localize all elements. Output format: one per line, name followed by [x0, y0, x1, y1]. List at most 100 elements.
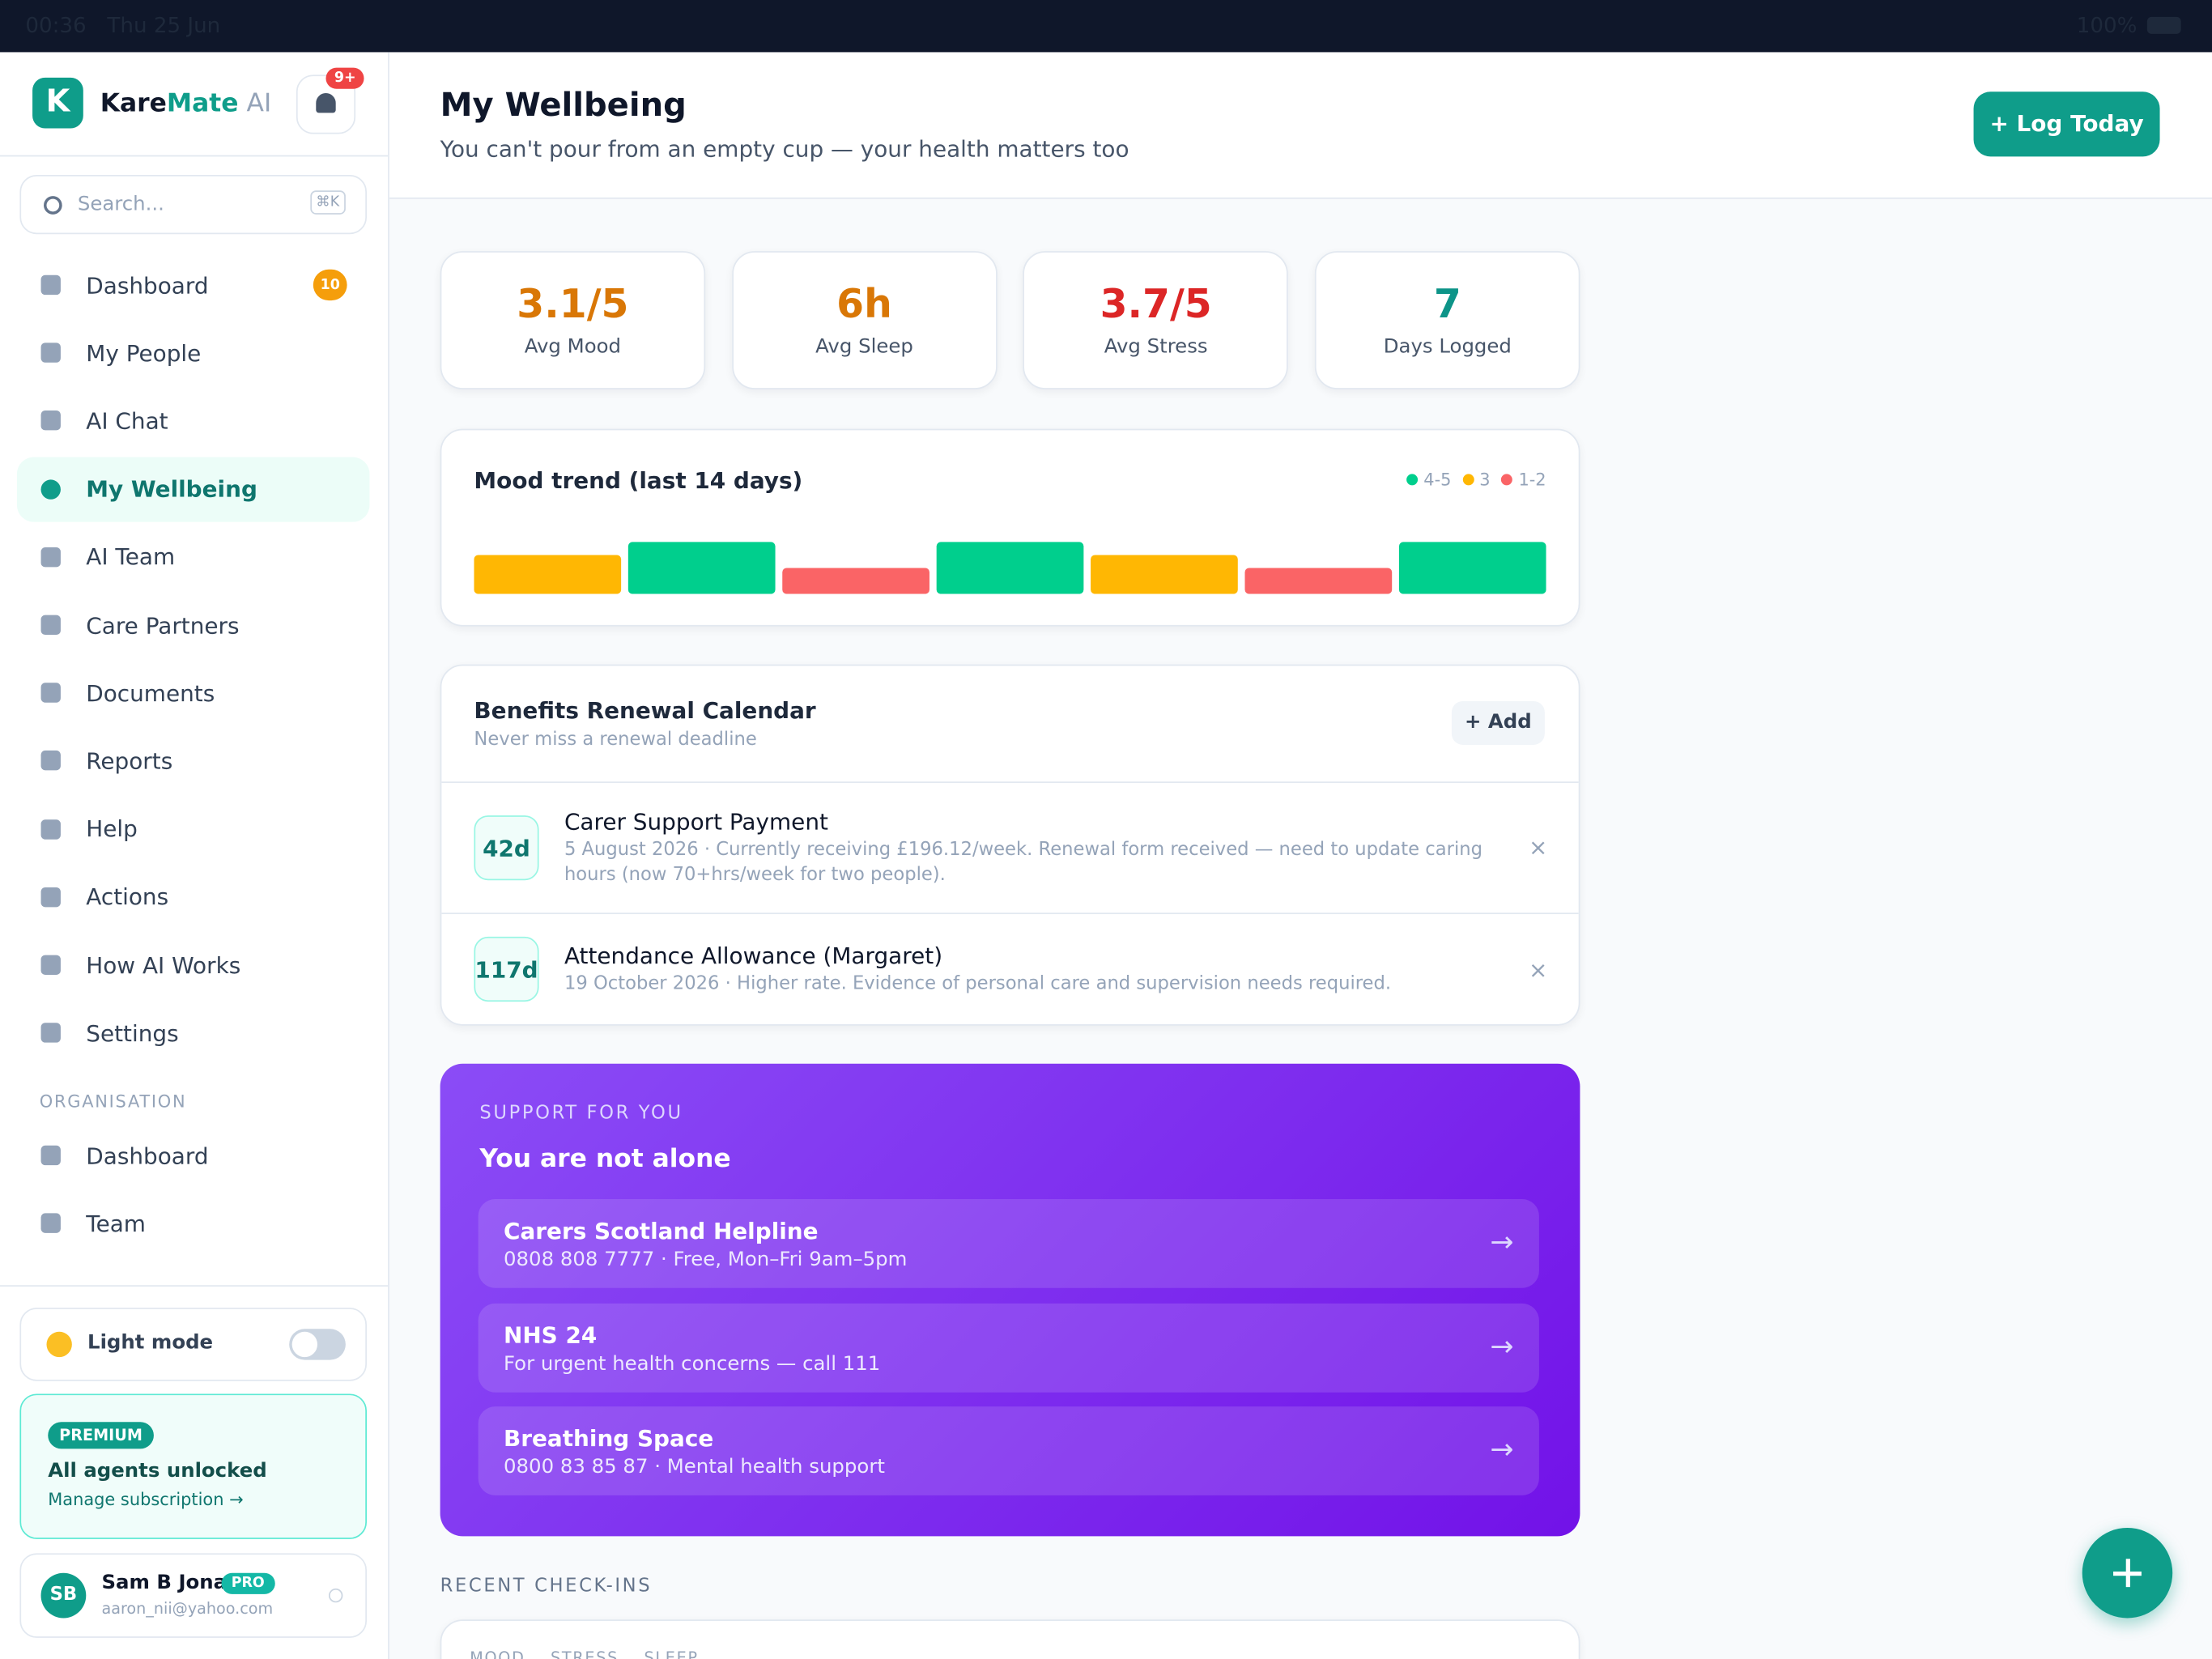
dismiss[interactable]: ×	[1528, 956, 1548, 984]
add-button[interactable]: + Add	[1451, 700, 1545, 745]
nav-item[interactable]: AI Team	[17, 525, 370, 589]
logo[interactable]: K	[32, 77, 83, 129]
bell-icon	[316, 92, 336, 113]
stat-label: Avg Stress	[1104, 335, 1208, 359]
nav-icon	[40, 342, 61, 364]
nav-badge: 10	[313, 269, 347, 301]
nav-icon	[40, 955, 61, 975]
dismiss[interactable]: ×	[1528, 833, 1548, 861]
mood-bar	[782, 568, 929, 594]
support-detail: 0800 83 85 87 · Mental health support	[504, 1456, 885, 1478]
nav-icon	[40, 274, 61, 296]
status-time: 00:36	[25, 12, 87, 39]
nav-label: Documents	[86, 679, 215, 707]
switch[interactable]	[289, 1329, 346, 1360]
page-subtitle: You can't pour from an empty cup — your …	[440, 135, 1129, 163]
legend-dot	[1501, 474, 1513, 486]
premium-link[interactable]: Manage subscription →	[48, 1489, 244, 1510]
nav-icon	[40, 683, 61, 704]
support-item[interactable]: Carers Scotland Helpline 0808 808 7777 · …	[478, 1198, 1539, 1288]
brand-part: AI	[246, 88, 272, 119]
user-card[interactable]: SB Sam B Jona PRO aaron_nii@yahoo.com	[19, 1553, 368, 1638]
stat-value: 3.1/5	[517, 280, 629, 328]
nav-item[interactable]: Dashboard 10	[17, 253, 370, 317]
nav-label: Dashboard	[86, 1142, 209, 1169]
brand-part: Mate	[166, 88, 239, 119]
logout-icon[interactable]	[328, 1588, 343, 1603]
mood-trend-card: Mood trend (last 14 days) 4-5 3 1-2	[440, 428, 1580, 627]
stat-value: 6h	[836, 280, 892, 328]
nav-icon	[40, 479, 61, 500]
header: My Wellbeing You can't pour from an empt…	[389, 52, 2212, 199]
nav-item[interactable]: My Wellbeing	[16, 456, 370, 521]
status-date: Thu 25 Jun	[107, 12, 221, 39]
divider	[0, 1285, 389, 1287]
benefits-card: Benefits Renewal Calendar Never miss a r…	[440, 664, 1580, 1026]
nav-item[interactable]: Help	[17, 797, 370, 861]
nav-item[interactable]: Dashboard	[17, 1123, 370, 1188]
support-item[interactable]: NHS 24 For urgent health concerns — call …	[478, 1303, 1539, 1392]
nav-item[interactable]: Documents	[17, 661, 370, 725]
legend: 4-5 3 1-2	[1406, 470, 1546, 490]
fab[interactable]	[2082, 1527, 2173, 1619]
stat-card: 3.1/5 Avg Mood	[440, 251, 706, 389]
legend-label: 4-5	[1423, 470, 1452, 490]
nav-item[interactable]: Actions	[17, 865, 370, 929]
support-detail: For urgent health concerns — call 111	[504, 1352, 881, 1375]
brand: KareMate AI	[100, 89, 272, 119]
legend-item: 1-2	[1501, 470, 1546, 490]
nav-item[interactable]: AI Chat	[17, 389, 370, 453]
arrow-icon: →	[1490, 1328, 1514, 1363]
nav-item[interactable]: Reports	[17, 729, 370, 793]
nav-label: Actions	[86, 883, 169, 911]
mood-bar	[474, 555, 622, 594]
mood-bar	[1398, 542, 1546, 594]
notifications-button[interactable]: 9+	[296, 67, 365, 134]
sidebar: K KareMate AI 9+ Search... ⌘K Dashboard 1…	[0, 52, 389, 1659]
nav-item[interactable]: Team	[17, 1191, 370, 1256]
battery: 100%	[2076, 12, 2138, 39]
benefit-row: 42d Carer Support Payment 5 August 2026 · …	[441, 781, 1579, 914]
nav-item[interactable]: Settings	[17, 1001, 370, 1066]
legend-item: 3	[1462, 470, 1491, 490]
column-label: MOOD	[470, 1648, 525, 1659]
search-box[interactable]: Search... ⌘K	[19, 175, 368, 235]
stat-label: Days Logged	[1383, 335, 1512, 359]
support-title: You are not alone	[479, 1144, 731, 1174]
nav-item[interactable]: How AI Works	[17, 933, 370, 998]
page-title: My Wellbeing	[440, 87, 687, 125]
nav-label: How AI Works	[86, 951, 241, 979]
recent-title: RECENT CHECK-INS	[440, 1576, 653, 1597]
mood-chart	[474, 542, 1546, 594]
stat-card: 3.7/5 Avg Stress	[1023, 251, 1289, 389]
nav-label: Help	[86, 815, 138, 843]
benefit-title: Carer Support Payment	[564, 808, 828, 836]
avatar: SB	[40, 1572, 87, 1619]
theme-toggle[interactable]: Light mode	[19, 1308, 368, 1381]
legend-label: 1-2	[1518, 470, 1546, 490]
benefits-title: Benefits Renewal Calendar	[474, 696, 816, 724]
benefits-subtitle: Never miss a renewal deadline	[474, 729, 757, 751]
nav-label: Care Partners	[86, 611, 240, 639]
nav-icon	[40, 615, 61, 636]
nav-label: My Wellbeing	[86, 475, 257, 503]
mood-bar	[627, 542, 776, 594]
battery-icon	[2146, 16, 2181, 34]
support-title: Breathing Space	[504, 1424, 714, 1452]
benefit-detail: 19 October 2026 · Higher rate. Evidence …	[564, 973, 1392, 995]
nav-icon	[40, 1213, 61, 1234]
divider	[0, 155, 389, 157]
nav-label: My People	[86, 339, 202, 367]
nav-item[interactable]: Care Partners	[17, 593, 370, 657]
nav-icon	[40, 547, 61, 568]
premium-title: All agents unlocked	[48, 1460, 267, 1483]
nav-item[interactable]: My People	[17, 321, 370, 385]
arrow-icon: →	[1490, 1224, 1514, 1259]
support-item[interactable]: Breathing Space 0800 83 85 87 · Mental he…	[478, 1406, 1539, 1495]
sun-icon	[46, 1331, 72, 1358]
column-label: SLEEP	[644, 1648, 699, 1659]
log-today-button[interactable]: + Log Today	[1973, 91, 2160, 157]
nav-icon	[40, 410, 61, 432]
